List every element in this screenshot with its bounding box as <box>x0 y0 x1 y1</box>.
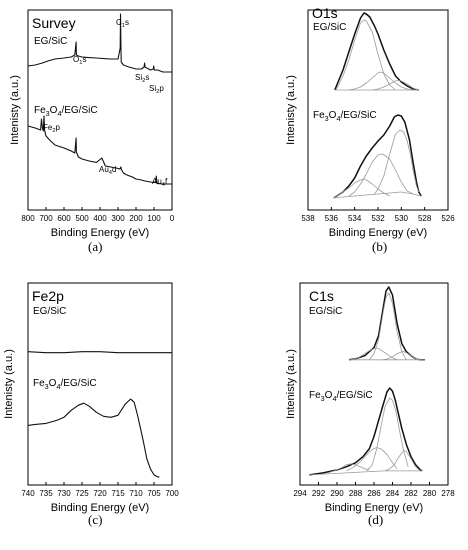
series-line-eg-sic-fit-531-8-ev <box>348 71 414 91</box>
annotation-fe3o4-eg-sic: Fe3O4/EG/SiC <box>33 378 97 391</box>
x-tick-label: 294 <box>293 489 307 498</box>
chart-title: Survey <box>32 15 76 31</box>
x-tick-label: 526 <box>441 214 455 223</box>
series-line-fe3o4-eg-sic-fit-530-1-ev <box>374 129 420 195</box>
x-tick-label: 534 <box>348 214 362 223</box>
y-axis-label: Intenisty (a.u.) <box>285 349 297 419</box>
series-line-fe3o4-eg-sic-envelope <box>333 114 422 199</box>
chart-panel-1: 800 700 600 500 400 300 200 100 0 Binding Energy … <box>9 9 175 239</box>
panel-label: (b) <box>372 239 388 254</box>
x-axis-label: Binding Energy (eV) <box>325 502 423 514</box>
panel-label: (d) <box>368 512 384 527</box>
x-axis-label: Binding Energy (eV) <box>51 227 149 239</box>
annotation-c1s: C1s <box>116 18 129 29</box>
chart-panel-4: 294 292 290 288 286 284 282 280 278 Binding Energ… <box>285 282 455 514</box>
x-axis-label: Binding Energy (eV) <box>329 227 427 239</box>
chart-title: O1s <box>312 5 338 21</box>
y-axis-label: Intenisty (a.u.) <box>3 349 15 419</box>
x-tick-label: 536 <box>325 214 339 223</box>
series-line-fe3o4-eg-sic <box>27 115 172 185</box>
x-tick-label: 800 <box>21 214 35 223</box>
x-tick-label: 284 <box>386 489 400 498</box>
series-line-fe3o4-eg-sic-fit-285-7-ev <box>346 447 398 472</box>
x-tick-label: 288 <box>349 489 363 498</box>
annotation-au4f: Au4f <box>152 177 168 188</box>
x-tick-label: 705 <box>147 489 161 498</box>
series-line-eg-sic-fit-282-9-ev <box>383 350 421 361</box>
x-tick-label: 280 <box>423 489 437 498</box>
x-tick-label: 300 <box>111 214 125 223</box>
series-line-fe3o4-eg-sic <box>27 398 160 478</box>
y-axis-label: Intenisty (a.u.) <box>285 75 297 145</box>
y-axis-label: Intenisty (a.u.) <box>9 75 21 145</box>
series-line-eg-sic-envelope <box>334 12 419 91</box>
series-line-fe3o4-eg-sic-fit-284-3-ev <box>366 397 409 472</box>
series-line-fe3o4-eg-sic-fit-531-6-ev <box>348 153 414 197</box>
x-tick-label: 400 <box>93 214 107 223</box>
annotation-fe3o4-eg-sic: Fe3O4/EG/SiC <box>34 105 98 118</box>
x-tick-label: 290 <box>330 489 344 498</box>
x-tick-label: 720 <box>93 489 107 498</box>
x-tick-label: 530 <box>395 214 409 223</box>
x-tick-label: 278 <box>441 489 455 498</box>
x-tick-label: 725 <box>75 489 89 498</box>
annotation-si2p: Si2p <box>149 84 164 95</box>
annotation-au4d: Au4d <box>99 165 116 176</box>
series-line-fe3o4-eg-sic-fit-533-2-ev <box>333 178 390 199</box>
x-axis-label: Binding Energy (eV) <box>51 502 149 514</box>
panel-label: (a) <box>88 239 103 254</box>
annotation-fe2p: Fe2p <box>43 123 61 134</box>
series-line-eg-sic-fit-533-2-ev <box>335 19 396 91</box>
series-line-eg-sic <box>27 13 172 73</box>
x-tick-label: 292 <box>312 489 326 498</box>
series-line-fe3o4-eg-sic-envelope <box>309 387 423 476</box>
x-tick-label: 700 <box>39 214 53 223</box>
chart-title: Fe2p <box>32 288 64 304</box>
series-line-eg-sic-envelope <box>348 286 425 361</box>
x-tick-label: 528 <box>418 214 432 223</box>
annotation-si2s: Si2s <box>135 73 149 84</box>
annotation-eg-sic: EG/SiC <box>33 306 66 317</box>
x-tick-label: 100 <box>147 214 161 223</box>
x-tick-label: 532 <box>371 214 385 223</box>
annotation-eg-sic: EG/SiC <box>313 22 346 33</box>
x-tick-label: 282 <box>404 489 418 498</box>
x-tick-label: 740 <box>21 489 35 498</box>
annotation-fe3o4-eg-sic: Fe3O4/EG/SiC <box>313 110 377 123</box>
x-tick-label: 0 <box>170 214 175 223</box>
panel-label: (c) <box>88 512 103 527</box>
x-tick-label: 710 <box>129 489 143 498</box>
series-line-eg-sic-fit-285-8-ev <box>350 347 398 361</box>
chart-panel-3: 740 735 730 725 720 715 710 705 700 Binding Energ… <box>3 282 179 514</box>
annotation-fe3o4-eg-sic: Fe3O4/EG/SiC <box>309 390 373 403</box>
series-line-fe3o4-eg-sic-fit-288-5-ev <box>327 463 370 474</box>
series-line-fe3o4-eg-sic-background <box>309 470 423 476</box>
series-line-eg-sic-fit-530-3-ev <box>372 80 419 91</box>
x-tick-label: 538 <box>301 214 315 223</box>
x-tick-label: 715 <box>111 489 125 498</box>
x-tick-label: 200 <box>129 214 143 223</box>
x-tick-label: 735 <box>39 489 53 498</box>
annotation-eg-sic: EG/SiC <box>34 36 67 47</box>
chart-panel-2: 538 536 534 532 530 528 526 Binding Energy (eV)… <box>285 5 455 239</box>
series-line-eg-sic <box>27 351 172 354</box>
chart-title: C1s <box>309 288 334 304</box>
annotation-o1s: O1s <box>73 55 86 66</box>
x-tick-label: 600 <box>57 214 71 223</box>
x-tick-label: 286 <box>367 489 381 498</box>
series-line-eg-sic-fit-284-4-ev <box>369 292 407 361</box>
x-tick-label: 700 <box>165 489 179 498</box>
series-line-fe3o4-eg-sic-fit-282-7-ev <box>384 450 421 472</box>
annotation-eg-sic: EG/SiC <box>309 306 342 317</box>
x-tick-label: 500 <box>75 214 89 223</box>
series-line-fe3o4-eg-sic-background <box>333 191 422 199</box>
x-tick-label: 730 <box>57 489 71 498</box>
